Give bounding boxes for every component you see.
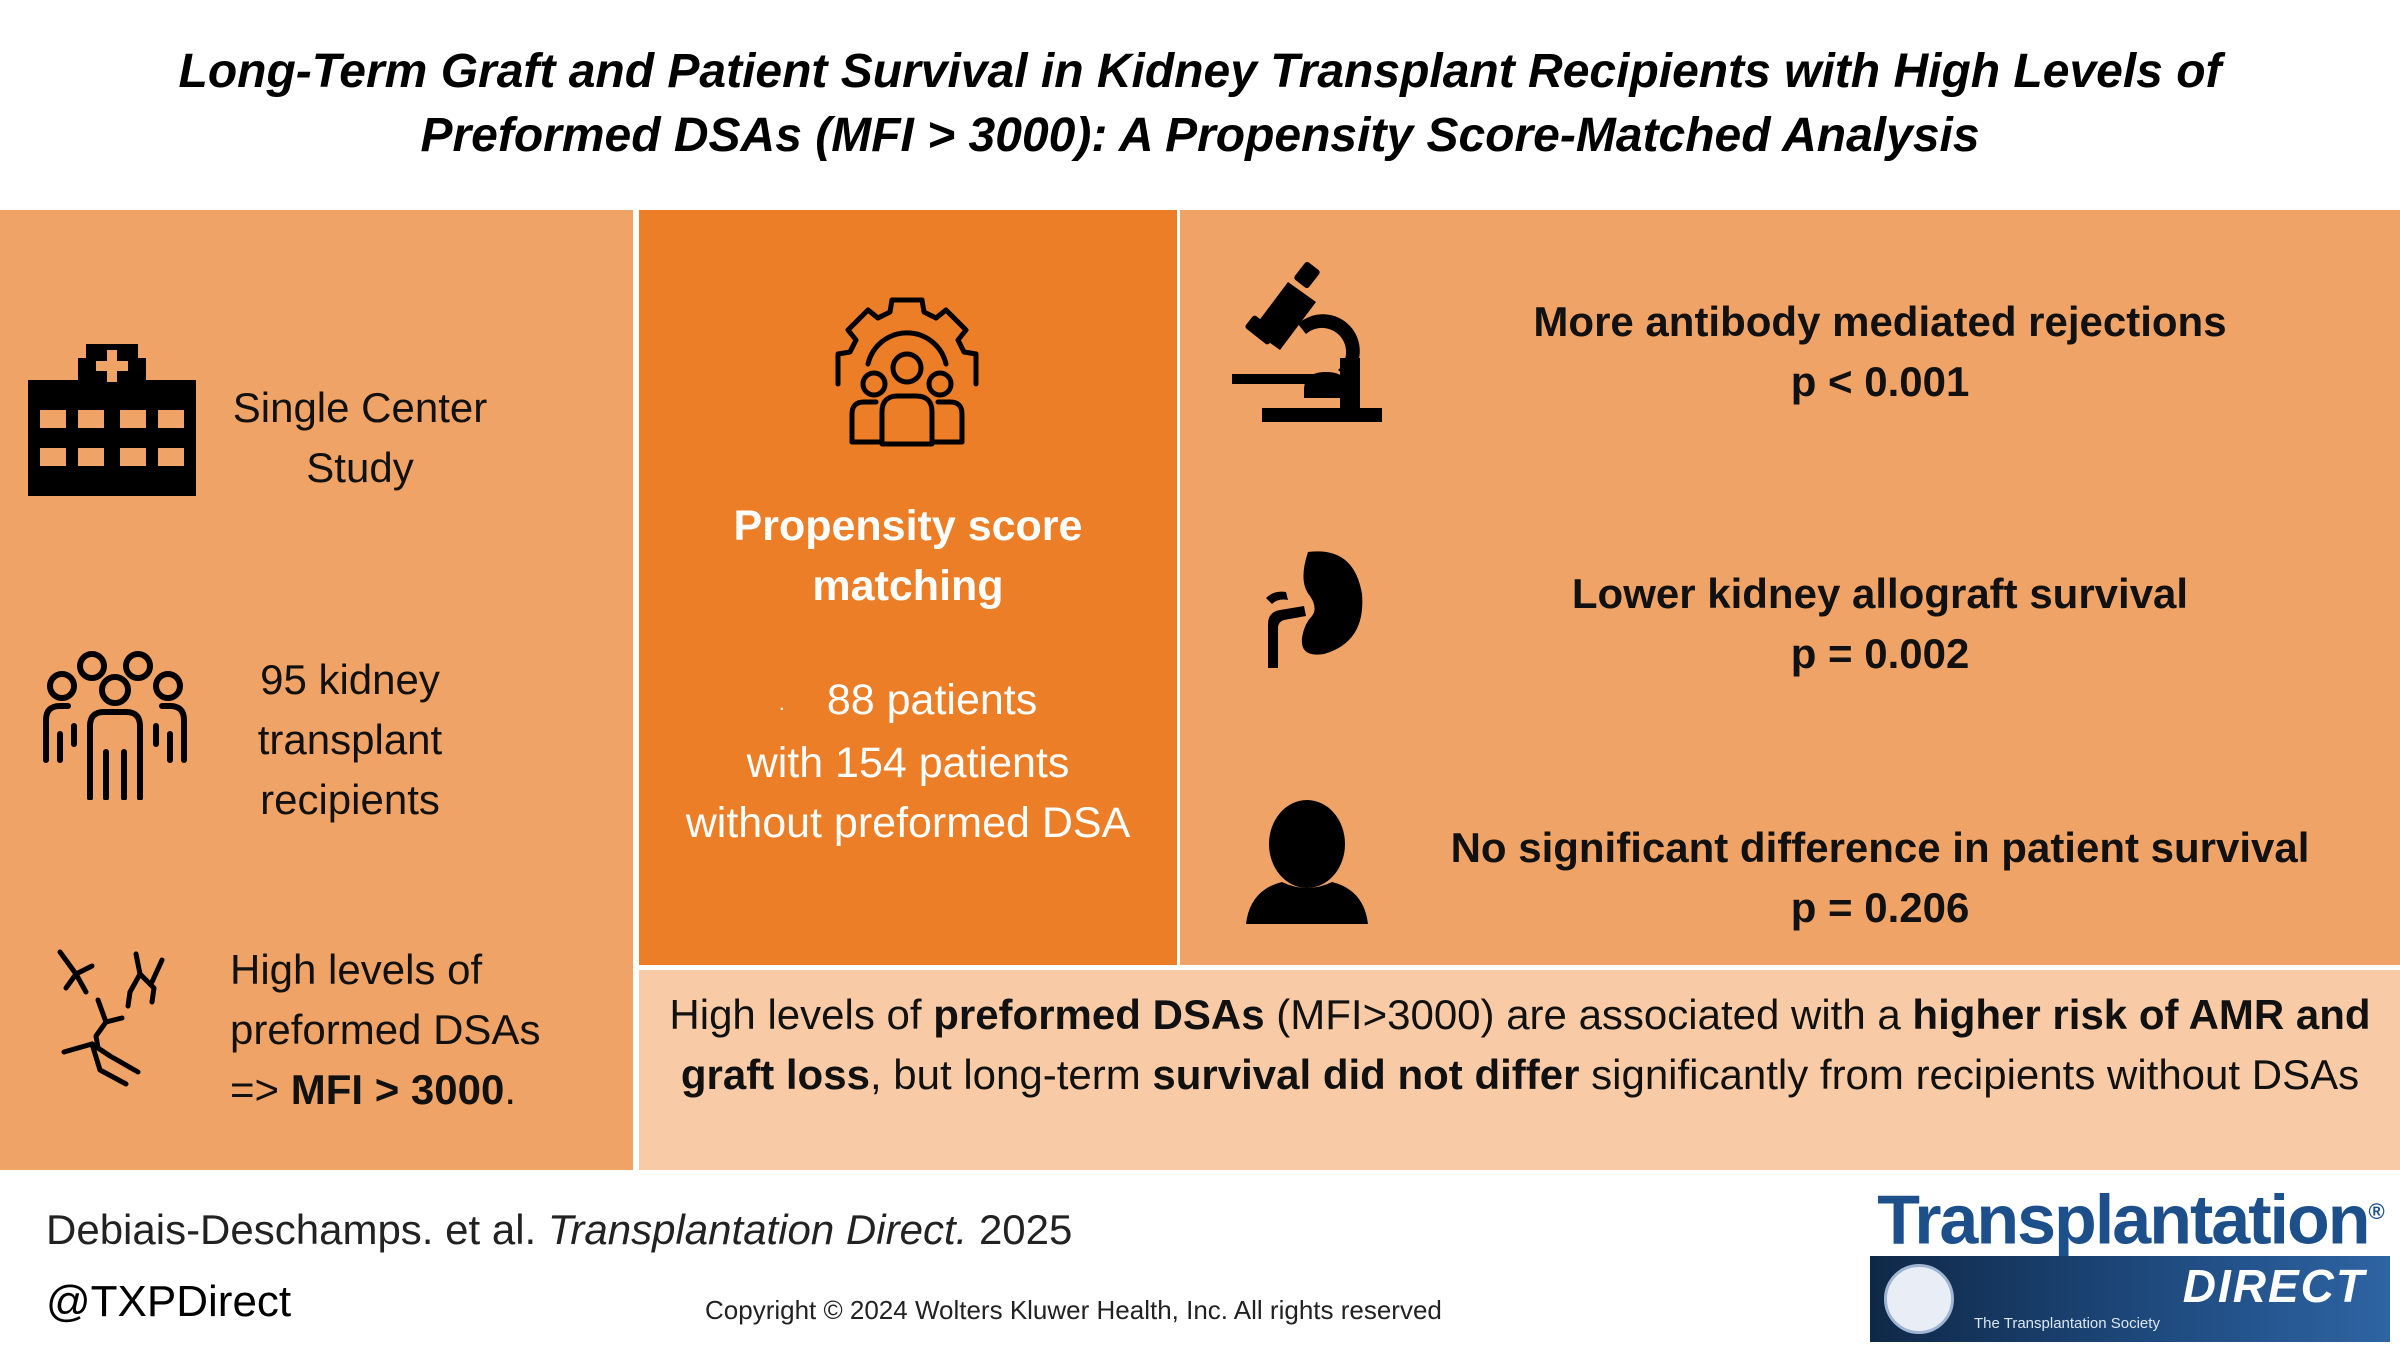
- conclusion-bold-1: preformed DSAs: [933, 991, 1265, 1038]
- recipients-text: 95 kidney transplant recipients: [200, 650, 500, 830]
- result-amr: More antibody mediated rejections p < 0.…: [1400, 292, 2360, 412]
- logo-society: The Transplantation Society: [1974, 1315, 2160, 1332]
- method-title: Propensity score matching: [639, 496, 1177, 616]
- kidney-icon: [1262, 546, 1366, 676]
- mfi-threshold: MFI > 3000: [290, 1066, 505, 1113]
- dsa-line-3-suffix: .: [504, 1066, 517, 1113]
- people-group-icon: [40, 648, 190, 800]
- dsa-line-3-prefix: =>: [230, 1066, 291, 1113]
- conclusion-text: High levels of preformed DSAs (MFI>3000)…: [650, 985, 2390, 1105]
- citation-journal: Transplantation Direct.: [547, 1206, 968, 1253]
- copyright-notice: Copyright © 2024 Wolters Kluwer Health, …: [705, 1295, 1442, 1325]
- conclusion-part-3: , but long-term: [869, 1051, 1153, 1098]
- antibody-icon: [52, 948, 182, 1088]
- society-seal-icon: [1884, 1264, 1954, 1334]
- result-patient: No significant difference in patient sur…: [1400, 818, 2360, 938]
- conclusion-part-4: significantly from recipients without DS…: [1579, 1051, 2360, 1098]
- twitter-handle: @TXPDirect: [46, 1277, 292, 1326]
- recipients-line-3: recipients: [260, 776, 440, 823]
- matching-detail: . 88 patients with 154 patients without p…: [639, 670, 1177, 853]
- detail-line-1: . 88 patients: [639, 670, 1177, 733]
- recipients-line-1: 95 kidney: [260, 656, 440, 703]
- results-panel: [1180, 210, 2400, 965]
- citation: Debiais-Deschamps. et al. Transplantatio…: [46, 1200, 1072, 1260]
- result-graft: Lower kidney allograft survival p = 0.00…: [1400, 564, 2360, 684]
- person-icon: [1246, 800, 1368, 924]
- detail-bullet: .: [778, 689, 785, 715]
- method-line-2: matching: [812, 562, 1004, 610]
- logo-registered: ®: [2368, 1199, 2384, 1224]
- result-amr-label: More antibody mediated rejections: [1533, 298, 2227, 345]
- methods-panel: [639, 210, 1177, 965]
- gear-team-icon: [832, 294, 982, 450]
- study-line-2: Study: [306, 444, 414, 491]
- detail-line-3: without preformed DSA: [685, 798, 1131, 847]
- result-amr-pvalue: p < 0.001: [1790, 358, 1970, 405]
- citation-authors: Debiais-Deschamps. et al.: [46, 1206, 548, 1253]
- logo-word: Transplantation: [1877, 1180, 2370, 1259]
- recipients-line-2: transplant: [257, 716, 443, 763]
- detail-line-2: with 154 patients: [746, 738, 1070, 787]
- dsa-line-1: High levels of: [230, 946, 483, 993]
- method-line-1: Propensity score: [733, 502, 1083, 550]
- conclusion-part-2: (MFI>3000) are associated with a: [1264, 991, 1913, 1038]
- dsa-line-2: preformed DSAs: [230, 1006, 541, 1053]
- journal-logo: Transplantation® DIRECT The Transplantat…: [1870, 1172, 2390, 1342]
- logo-wordmark: Transplantation®: [1870, 1172, 2390, 1258]
- citation-year: 2025: [967, 1206, 1073, 1253]
- hospital-icon: [28, 340, 196, 496]
- microscope-icon: [1232, 258, 1382, 424]
- result-patient-pvalue: p = 0.206: [1790, 884, 1970, 931]
- conclusion-panel: [639, 970, 2400, 1170]
- result-patient-label: No significant difference in patient sur…: [1450, 824, 2310, 871]
- result-graft-label: Lower kidney allograft survival: [1571, 570, 2189, 617]
- logo-direct: DIRECT: [2182, 1260, 2366, 1312]
- page-title: Long-Term Graft and Patient Survival in …: [0, 40, 2400, 168]
- result-graft-pvalue: p = 0.002: [1790, 630, 1970, 677]
- title-line-1: Long-Term Graft and Patient Survival in …: [178, 45, 2222, 98]
- study-type-text: Single Center Study: [215, 378, 505, 498]
- dsa-line-3: => MFI > 3000.: [230, 1060, 610, 1120]
- study-line-1: Single Center: [232, 384, 488, 431]
- conclusion-bold-2: higher risk of AMR and graft loss: [680, 991, 2371, 1098]
- dsa-level-text: High levels of preformed DSAs => MFI > 3…: [230, 940, 610, 1120]
- detail-line-1-text: 88 patients: [826, 676, 1038, 724]
- conclusion-bold-3: survival did not differ: [1152, 1051, 1580, 1098]
- conclusion-part-1: High levels of: [669, 991, 934, 1038]
- title-line-2: Preformed DSAs (MFI > 3000): A Propensit…: [420, 109, 1980, 162]
- logo-band: DIRECT The Transplantation Society: [1870, 1256, 2390, 1342]
